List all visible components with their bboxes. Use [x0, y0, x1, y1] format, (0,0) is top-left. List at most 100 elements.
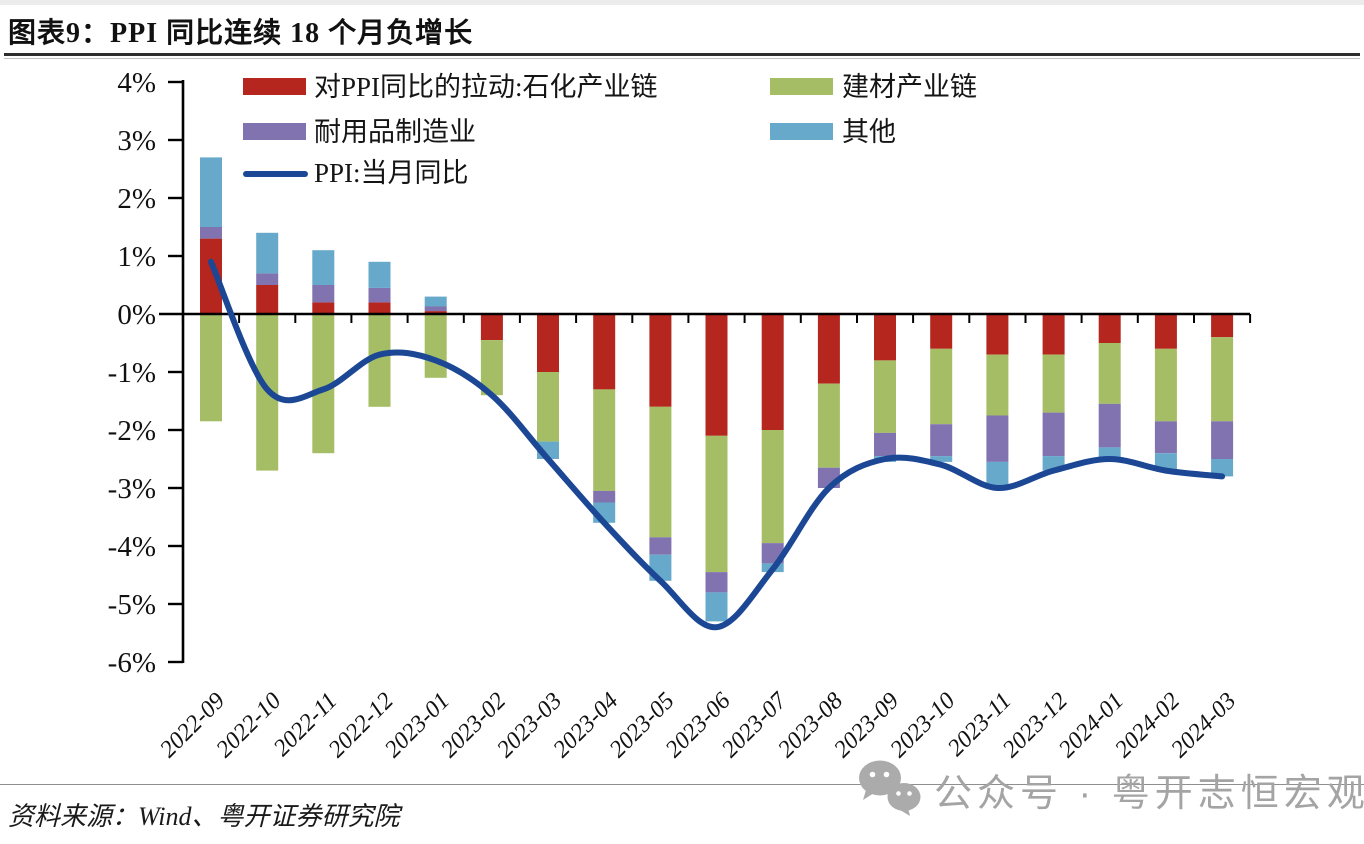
- legend-swatch-other: [770, 123, 833, 140]
- bar-segment: [986, 354, 1009, 416]
- legend-label-ppi-line: PPI:当月同比: [314, 158, 469, 188]
- footer-divider: [0, 784, 1364, 785]
- bar-segment: [1211, 337, 1234, 422]
- bar-segment: [537, 314, 559, 372]
- bar-segment: [986, 415, 1009, 462]
- bar-segment: [1154, 348, 1177, 422]
- bar-segment: [200, 238, 222, 314]
- bar-segment: [705, 435, 728, 573]
- bar-segment: [256, 232, 279, 274]
- bar-segment: [368, 287, 391, 303]
- bar-segment: [593, 314, 616, 390]
- y-axis-label: -2%: [108, 415, 156, 447]
- legend-swatch-building-materials: [770, 78, 833, 95]
- bar-segment: [705, 572, 728, 593]
- bar-segment: [312, 285, 335, 303]
- title-underline: [4, 53, 1360, 56]
- bar-segment: [1154, 453, 1177, 471]
- title-underline-shadow: [4, 58, 1360, 59]
- bar-segment: [1154, 314, 1177, 349]
- x-axis-ticks: [181, 314, 1252, 323]
- bar-segment: [1211, 314, 1234, 338]
- bar-segment: [1042, 354, 1065, 413]
- bar-segment: [424, 314, 447, 378]
- watermark: 公众号 · 粤开志恒宏观: [856, 760, 1364, 818]
- y-axis-label: -1%: [108, 357, 156, 389]
- bar-segment: [930, 348, 953, 425]
- watermark-text: 公众号 · 粤开志恒宏观: [934, 772, 1364, 815]
- bar-segment: [761, 314, 784, 430]
- y-axis-label: -3%: [108, 473, 156, 505]
- legend-label-durables: 耐用品制造业: [314, 117, 476, 147]
- y-axis-label: 2%: [117, 183, 156, 215]
- x-axis-labels: 2022-092022-102022-112022-122023-012023-…: [155, 687, 1241, 763]
- bars-group: [200, 157, 1234, 622]
- bar-segment: [874, 360, 896, 433]
- ppi-yoy-line: [208, 258, 1226, 631]
- bar-segment: [593, 490, 616, 503]
- bar-segment: [312, 314, 335, 454]
- bar-segment: [1042, 314, 1065, 355]
- source-note: 资料来源：Wind、粤开证券研究院: [8, 802, 400, 831]
- bar-segment: [256, 285, 279, 314]
- legend-label-building-materials: 建材产业链: [842, 72, 977, 102]
- bar-segment: [424, 296, 447, 307]
- y-axis-label: 3%: [117, 125, 156, 157]
- bar-segment: [930, 314, 953, 349]
- bar-segment: [368, 314, 391, 407]
- bar-segment: [761, 430, 784, 544]
- bar-segment: [1098, 403, 1121, 448]
- legend-label-petrochemical: 对PPI同比的拉动:石化产业链: [314, 72, 658, 102]
- bar-segment: [705, 314, 728, 436]
- bar-segment: [256, 273, 279, 285]
- ppi-stacked-bar-line-chart: 4% 3% 2% 1% 0% -1% -2% -3% -4% -5% -6% 2022-092022-…: [108, 67, 1252, 763]
- bar-segment: [649, 406, 672, 538]
- bar-segment: [200, 227, 222, 239]
- legend-swatch-ppi-line: [243, 171, 308, 177]
- bar-segment: [1154, 421, 1177, 454]
- y-axis-ticks-labels: 4% 3% 2% 1% 0% -1% -2% -3% -4% -5% -6%: [108, 67, 183, 679]
- bar-segment: [817, 314, 840, 384]
- y-axis-label: -4%: [108, 531, 156, 563]
- y-axis-label: 4%: [117, 67, 156, 99]
- bar-segment: [312, 250, 335, 285]
- wechat-icon: [859, 760, 921, 816]
- bar-segment: [649, 537, 672, 555]
- legend-swatch-durables: [243, 123, 306, 140]
- bar-segment: [368, 261, 391, 288]
- bar-segment: [200, 314, 222, 422]
- y-axis-label: -5%: [108, 589, 156, 621]
- bar-segment: [200, 157, 222, 227]
- bar-segment: [705, 592, 728, 622]
- legend-swatch-petrochemical: [243, 78, 306, 95]
- bar-segment: [986, 461, 1009, 488]
- bar-segment: [1098, 447, 1121, 459]
- bar-segment: [312, 302, 335, 314]
- bar-segment: [930, 456, 953, 462]
- bar-segment: [986, 314, 1009, 355]
- bar-segment: [1098, 314, 1121, 343]
- bar-segment: [930, 424, 953, 457]
- bar-segment: [649, 314, 672, 407]
- bar-segment: [1098, 343, 1121, 404]
- bar-segment: [424, 306, 447, 312]
- legend-label-other: 其他: [842, 117, 896, 147]
- bar-segment: [424, 311, 447, 314]
- y-axis-label: 0%: [117, 299, 156, 331]
- bar-segment: [874, 432, 896, 457]
- bar-segment: [874, 314, 896, 361]
- bar-segment: [480, 340, 503, 396]
- bar-segment: [480, 314, 503, 341]
- y-axis-label: -6%: [108, 647, 156, 679]
- bar-segment: [1211, 459, 1234, 477]
- top-edge-strip: [0, 0, 1364, 5]
- bar-segment: [593, 389, 616, 491]
- bar-segment: [1042, 412, 1065, 457]
- bar-segment: [817, 383, 840, 468]
- bar-segment: [368, 302, 391, 314]
- bar-segment: [537, 372, 559, 442]
- y-axis-label: 1%: [117, 241, 156, 273]
- bar-segment: [1211, 421, 1234, 459]
- chart-title: 图表9：PPI 同比连续 18 个月负增长: [8, 18, 474, 49]
